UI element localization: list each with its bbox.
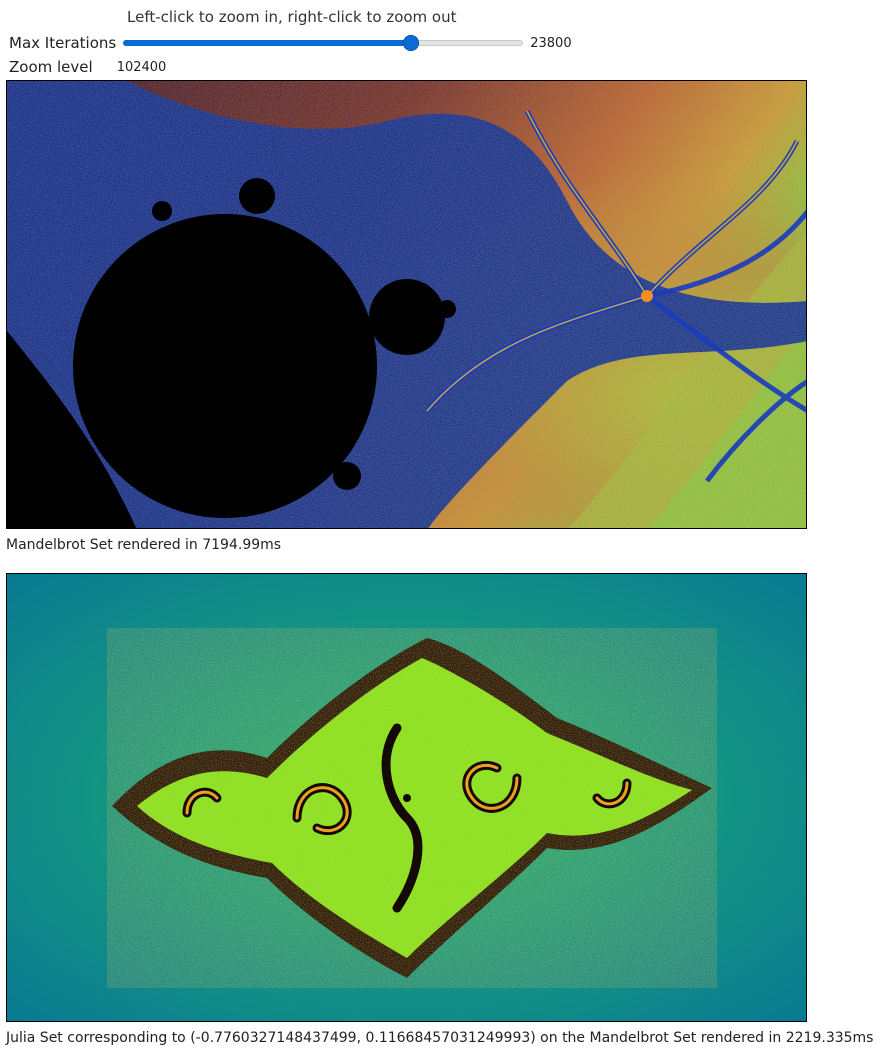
max-iterations-value: 23800: [530, 35, 572, 51]
slider-thumb[interactable]: [403, 35, 420, 51]
mandelbrot-canvas[interactable]: [6, 80, 807, 529]
zoom-level-row: Zoom level 102400: [9, 57, 166, 77]
max-iterations-control: Max Iterations 23800: [9, 33, 572, 53]
julia-caption: Julia Set corresponding to (-0.776032714…: [6, 1030, 874, 1046]
slider-fill: [123, 40, 412, 46]
julia-canvas[interactable]: [6, 573, 807, 1022]
zoom-level-label: Zoom level: [9, 58, 93, 76]
mandelbrot-caption: Mandelbrot Set rendered in 7194.99ms: [6, 537, 282, 553]
max-iterations-slider[interactable]: [123, 33, 524, 53]
max-iterations-label: Max Iterations: [9, 34, 117, 52]
julia-render: [7, 574, 806, 1021]
mandelbrot-render: [7, 81, 806, 528]
zoom-level-value: 102400: [116, 59, 167, 75]
zoom-instructions: Left-click to zoom in, right-click to zo…: [127, 8, 457, 26]
